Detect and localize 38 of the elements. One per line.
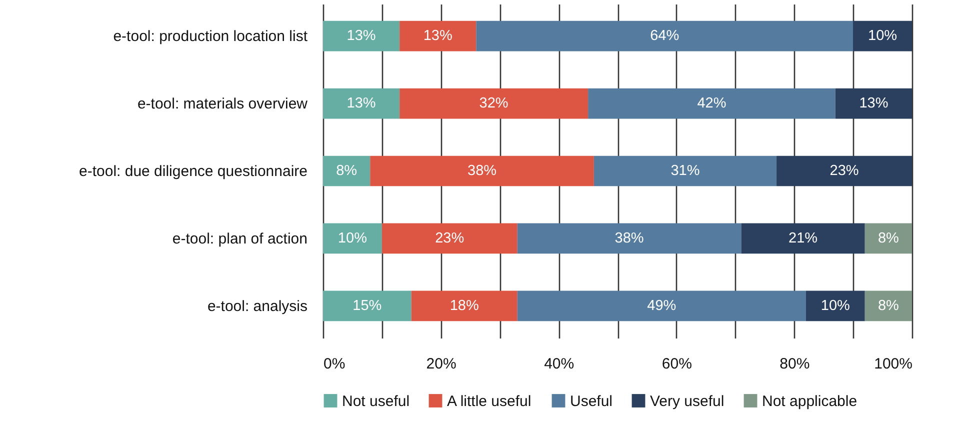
- data-label: 32%: [479, 96, 508, 112]
- data-label: 10%: [868, 28, 898, 44]
- y-tick-label: e-tool: materials overview: [137, 96, 308, 113]
- data-label: 13%: [859, 96, 888, 112]
- data-label: 18%: [450, 298, 479, 314]
- data-label: 13%: [346, 96, 376, 112]
- x-tick-label: 0%: [324, 356, 346, 372]
- y-tick-label: e-tool: due diligence questionnaire: [79, 163, 308, 180]
- data-label: 38%: [468, 163, 497, 179]
- data-label: 21%: [788, 230, 818, 246]
- data-label: 42%: [697, 96, 726, 112]
- data-label: 8%: [878, 298, 900, 314]
- y-tick-label: e-tool: analysis: [207, 298, 308, 315]
- legend-label: Not useful: [342, 392, 410, 410]
- x-tick-label: 80%: [780, 356, 810, 372]
- legend-label: Very useful: [650, 392, 724, 410]
- data-label: 13%: [423, 28, 452, 44]
- data-label: 8%: [878, 230, 900, 246]
- data-label: 38%: [614, 230, 644, 246]
- data-label: 10%: [338, 230, 368, 246]
- data-label: 10%: [820, 298, 850, 314]
- y-tick-label: e-tool: production location list: [113, 28, 308, 46]
- x-tick-label: 20%: [426, 356, 456, 372]
- data-label: 64%: [650, 28, 680, 44]
- data-label: 49%: [647, 298, 676, 314]
- data-label: 23%: [830, 163, 859, 179]
- x-tick-label: 60%: [662, 356, 692, 372]
- data-label: 31%: [670, 163, 700, 179]
- data-label: 15%: [352, 298, 382, 314]
- data-label: 8%: [336, 163, 358, 179]
- x-tick-label: 40%: [544, 356, 574, 372]
- y-tick-label: e-tool: plan of action: [172, 230, 308, 248]
- legend-label: Useful: [570, 392, 613, 410]
- legend-label: Not applicable: [762, 392, 858, 410]
- data-label: 23%: [435, 230, 464, 246]
- x-tick-label: 100%: [874, 356, 912, 372]
- legend-label: A little useful: [447, 392, 532, 410]
- data-label: 13%: [346, 28, 376, 44]
